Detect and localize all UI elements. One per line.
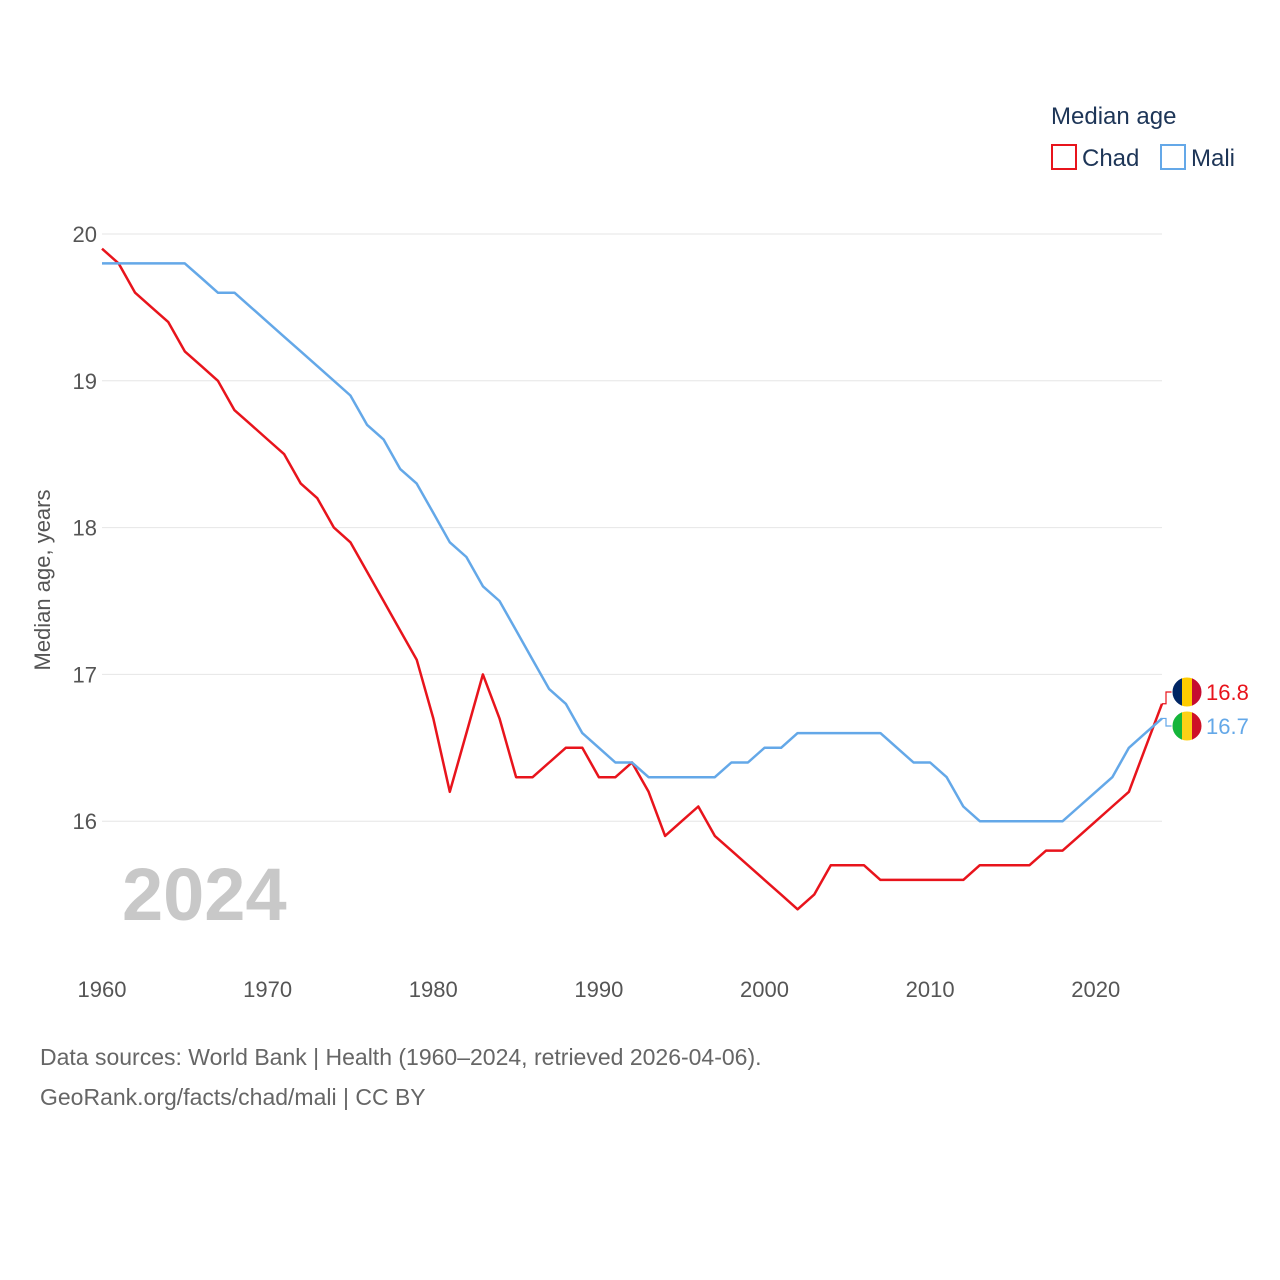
grid-lines (102, 233, 1162, 822)
y-tick-label: 18 (73, 516, 97, 541)
x-tick-label: 2010 (906, 977, 955, 1002)
series-end-markers: 16.8 16.7 (1162, 676, 1249, 742)
x-tick-label: 1970 (243, 977, 292, 1002)
legend-item-chad[interactable]: Chad (1051, 144, 1139, 172)
source-link[interactable]: GeoRank.org/facts/chad/mali | CC BY (40, 1084, 426, 1110)
legend-label-chad: Chad (1082, 145, 1139, 172)
x-axis-ticks: 1960 1970 1980 1990 2000 2010 2020 (78, 977, 1121, 1002)
series-line-mali (102, 262, 1163, 823)
series-line-chad (101, 247, 1164, 911)
legend: Median age Chad Mali (1051, 103, 1235, 172)
source-text: Data sources: World Bank | Health (1960–… (40, 1044, 762, 1070)
x-tick-label: 1960 (78, 977, 127, 1002)
x-tick-label: 2000 (740, 977, 789, 1002)
legend-title: Median age (1051, 103, 1176, 130)
flag-mali-icon (1172, 711, 1202, 741)
legend-label-mali: Mali (1191, 145, 1235, 172)
x-tick-label: 2020 (1071, 977, 1120, 1002)
y-tick-label: 19 (73, 369, 97, 394)
flag-chad-icon (1172, 677, 1202, 707)
x-tick-label: 1990 (574, 977, 623, 1002)
end-connector (1162, 691, 1172, 705)
end-value-label-chad: 16.8 (1206, 680, 1249, 705)
y-tick-label: 16 (73, 809, 97, 834)
series-lines (101, 247, 1164, 911)
legend-swatch-mali (1160, 144, 1186, 170)
y-axis-ticks: 16 17 18 19 20 (73, 222, 97, 834)
y-tick-label: 20 (73, 222, 97, 247)
end-marker-chad: 16.8 (1162, 676, 1249, 708)
x-tick-label: 1980 (409, 977, 458, 1002)
y-tick-label: 17 (73, 662, 97, 687)
legend-swatch-chad (1051, 144, 1077, 170)
end-value-label-mali: 16.7 (1206, 714, 1249, 739)
year-label: 2024 (122, 853, 287, 936)
y-axis-title: Median age, years (30, 490, 55, 671)
legend-item-mali[interactable]: Mali (1160, 144, 1235, 172)
end-connector (1162, 717, 1172, 727)
end-marker-mali: 16.7 (1162, 710, 1249, 742)
